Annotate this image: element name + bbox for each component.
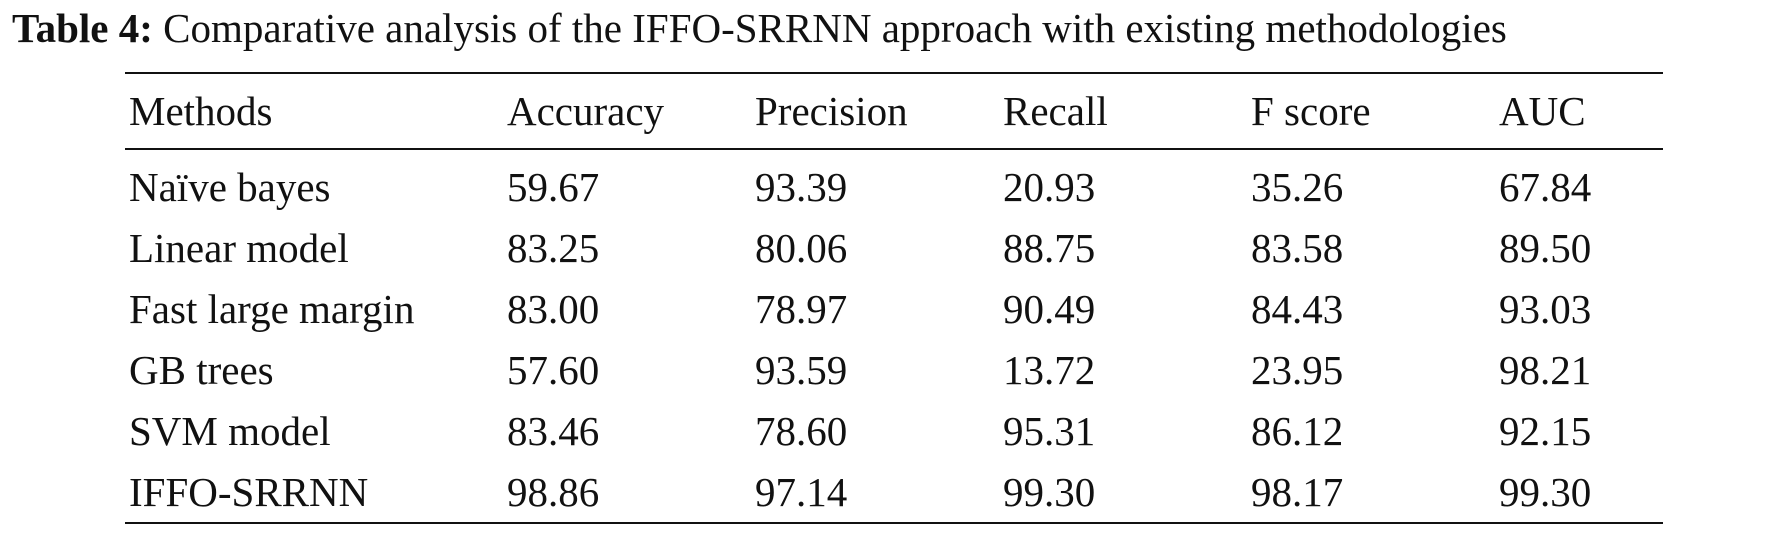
table-caption-text: Comparative analysis of the IFFO-SRRNN a… (163, 5, 1507, 51)
cell-recall: 13.72 (1003, 346, 1096, 393)
header-auc: AUC (1499, 88, 1586, 134)
header-recall: Recall (1003, 88, 1108, 134)
cell-auc: 89.50 (1499, 224, 1592, 271)
cell-f-score: 84.43 (1251, 285, 1344, 332)
cell-f-score: 98.17 (1251, 468, 1344, 515)
cell-method: Linear model (129, 224, 349, 271)
header-row: Methods Accuracy Precision Recall F scor… (125, 73, 1663, 149)
cell-recall: 88.75 (1003, 224, 1096, 271)
cell-precision: 78.60 (755, 407, 848, 454)
comparison-table: Methods Accuracy Precision Recall F scor… (125, 72, 1663, 524)
cell-accuracy: 98.86 (507, 468, 600, 515)
cell-precision: 78.97 (755, 285, 848, 332)
cell-method: IFFO-SRRNN (129, 468, 369, 515)
cell-method: Naïve bayes (129, 163, 331, 210)
table-row: Linear model 83.25 80.06 88.75 83.58 89.… (125, 217, 1663, 278)
cell-auc: 93.03 (1499, 285, 1592, 332)
table-row: GB trees 57.60 93.59 13.72 23.95 98.21 (125, 339, 1663, 400)
table-header: Methods Accuracy Precision Recall F scor… (125, 73, 1663, 149)
table-row: IFFO-SRRNN 98.86 97.14 99.30 98.17 99.30 (125, 461, 1663, 523)
cell-method: Fast large margin (129, 285, 415, 332)
cell-accuracy: 57.60 (507, 346, 600, 393)
cell-auc: 67.84 (1499, 163, 1592, 210)
cell-f-score: 86.12 (1251, 407, 1344, 454)
header-methods: Methods (129, 88, 273, 134)
header-f-score: F score (1251, 88, 1371, 134)
cell-f-score: 23.95 (1251, 346, 1344, 393)
cell-accuracy: 59.67 (507, 163, 600, 210)
cell-recall: 90.49 (1003, 285, 1096, 332)
cell-method: SVM model (129, 407, 331, 454)
table-row: Naïve bayes 59.67 93.39 20.93 35.26 67.8… (125, 149, 1663, 217)
cell-precision: 80.06 (755, 224, 848, 271)
cell-auc: 98.21 (1499, 346, 1592, 393)
comparison-table-container: Methods Accuracy Precision Recall F scor… (125, 72, 1663, 524)
cell-f-score: 35.26 (1251, 163, 1344, 210)
cell-auc: 92.15 (1499, 407, 1592, 454)
table-body: Naïve bayes 59.67 93.39 20.93 35.26 67.8… (125, 149, 1663, 523)
cell-auc: 99.30 (1499, 468, 1592, 515)
cell-recall: 95.31 (1003, 407, 1096, 454)
header-accuracy: Accuracy (507, 88, 665, 134)
cell-recall: 20.93 (1003, 163, 1096, 210)
cell-precision: 93.59 (755, 346, 848, 393)
cell-method: GB trees (129, 346, 274, 393)
cell-f-score: 83.58 (1251, 224, 1344, 271)
cell-precision: 93.39 (755, 163, 848, 210)
cell-precision: 97.14 (755, 468, 848, 515)
table-caption: Table 4: Comparative analysis of the IFF… (12, 4, 1782, 52)
table-caption-label: Table 4: (12, 5, 153, 51)
header-precision: Precision (755, 88, 908, 134)
cell-accuracy: 83.46 (507, 407, 600, 454)
table-row: Fast large margin 83.00 78.97 90.49 84.4… (125, 278, 1663, 339)
cell-recall: 99.30 (1003, 468, 1096, 515)
table-row: SVM model 83.46 78.60 95.31 86.12 92.15 (125, 400, 1663, 461)
cell-accuracy: 83.00 (507, 285, 600, 332)
cell-accuracy: 83.25 (507, 224, 600, 271)
